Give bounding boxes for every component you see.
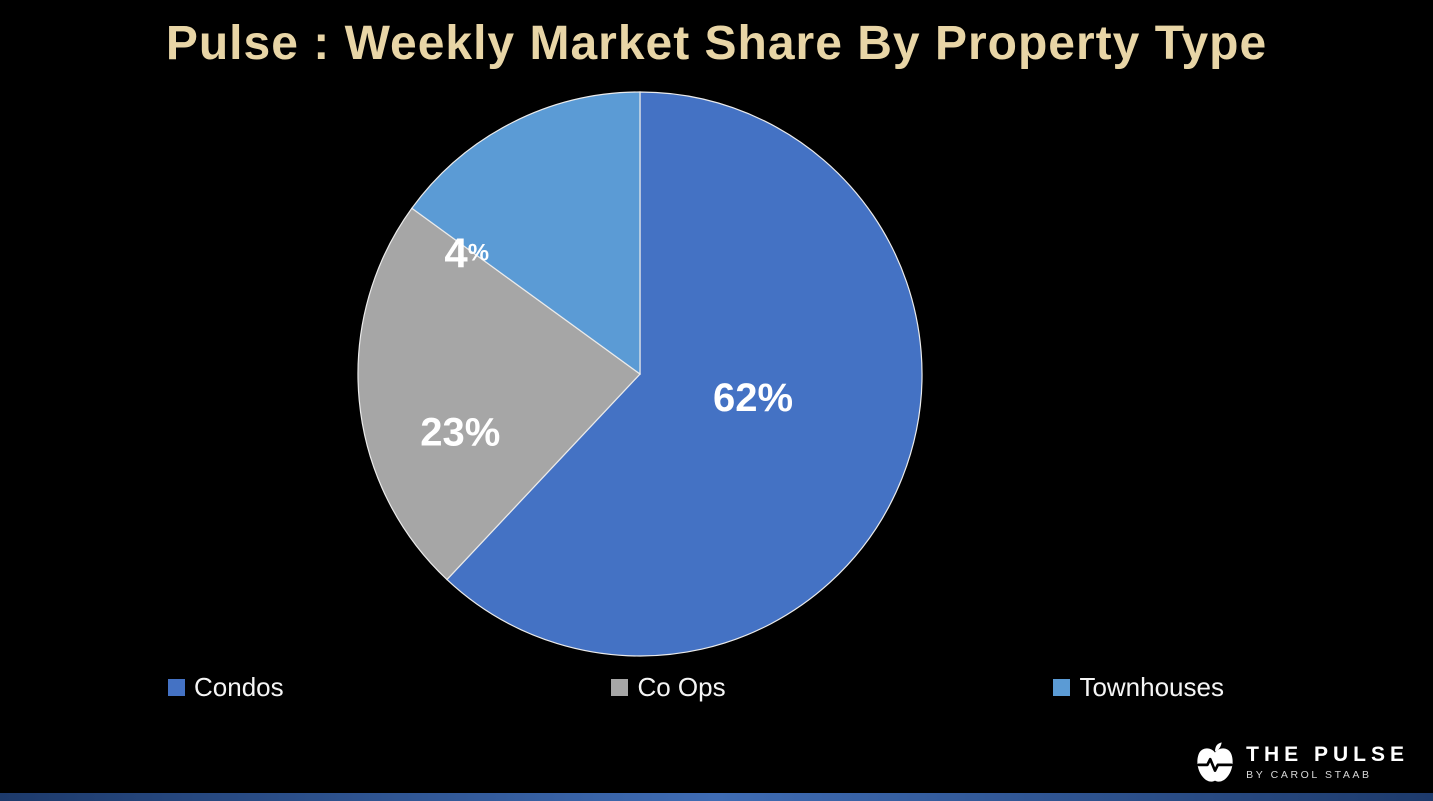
brand-text-block: THE PULSE BY CAROL STAAB: [1246, 743, 1409, 780]
brand-byline: BY CAROL STAAB: [1246, 768, 1372, 781]
pie-label-townhouses: 4%: [444, 229, 489, 276]
page-title: Pulse : Weekly Market Share By Property …: [165, 17, 1268, 70]
pie-slice-townhouses: [411, 91, 641, 376]
brand-logo: THE PULSE BY CAROL STAAB: [1194, 739, 1409, 785]
pie-slice-co-ops: [357, 207, 641, 581]
legend-label-townhouses: Townhouses: [1079, 672, 1224, 702]
legend-label-coops: Co Ops: [637, 672, 726, 702]
bottom-accent-bar: [0, 793, 1433, 801]
pie-slice-condos: [446, 91, 923, 657]
pie-label-condos: 62%: [713, 376, 793, 420]
legend: Condos Co Ops Townhouses: [168, 674, 1224, 700]
legend-item-condos: Condos: [168, 674, 284, 700]
pie-label-co-ops: 23%: [420, 410, 500, 454]
apple-pulse-icon: [1197, 742, 1233, 782]
legend-item-townhouses: Townhouses: [1053, 674, 1224, 700]
legend-swatch-coops: [611, 678, 629, 696]
legend-swatch-townhouses: [1053, 678, 1071, 696]
legend-swatch-condos: [168, 678, 185, 696]
legend-item-coops: Co Ops: [611, 672, 726, 702]
legend-label-condos: Condos: [194, 672, 284, 702]
brand-name: THE PULSE: [1246, 743, 1409, 767]
